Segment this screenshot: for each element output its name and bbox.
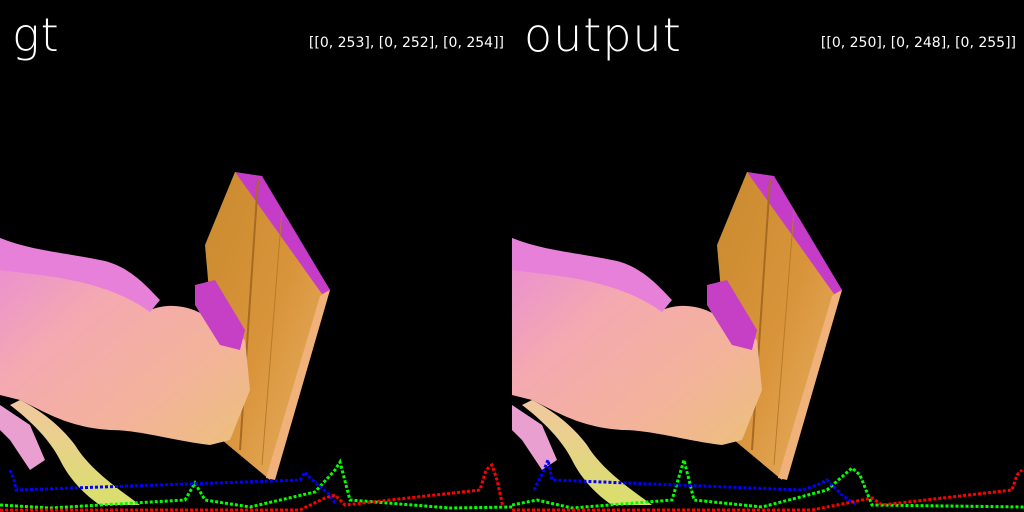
channel-range-label: [[0, 250], [0, 248], [0, 255]]: [820, 35, 1016, 51]
gt-panel: gt [[0, 253], [0, 252], [0, 254]]: [0, 8, 512, 512]
output-panel: output [[0, 250], [0, 248], [0, 255]]: [512, 0, 1024, 512]
panel-title: output: [524, 8, 682, 62]
color-histogram: [0, 458, 512, 512]
histogram-green-series: [0, 458, 512, 510]
histogram-blue-series: [532, 454, 858, 507]
histogram-red-series: [512, 468, 1024, 512]
histogram-red-series: [0, 462, 505, 512]
normal-map-render: [0, 172, 330, 505]
color-histogram: [512, 454, 1024, 512]
channel-range-label: [[0, 253], [0, 252], [0, 254]]: [308, 35, 504, 51]
histogram-green-series: [512, 454, 1024, 510]
histogram-blue-series: [8, 469, 338, 506]
panel-title: gt: [12, 8, 60, 62]
normal-map-render: [512, 172, 842, 505]
